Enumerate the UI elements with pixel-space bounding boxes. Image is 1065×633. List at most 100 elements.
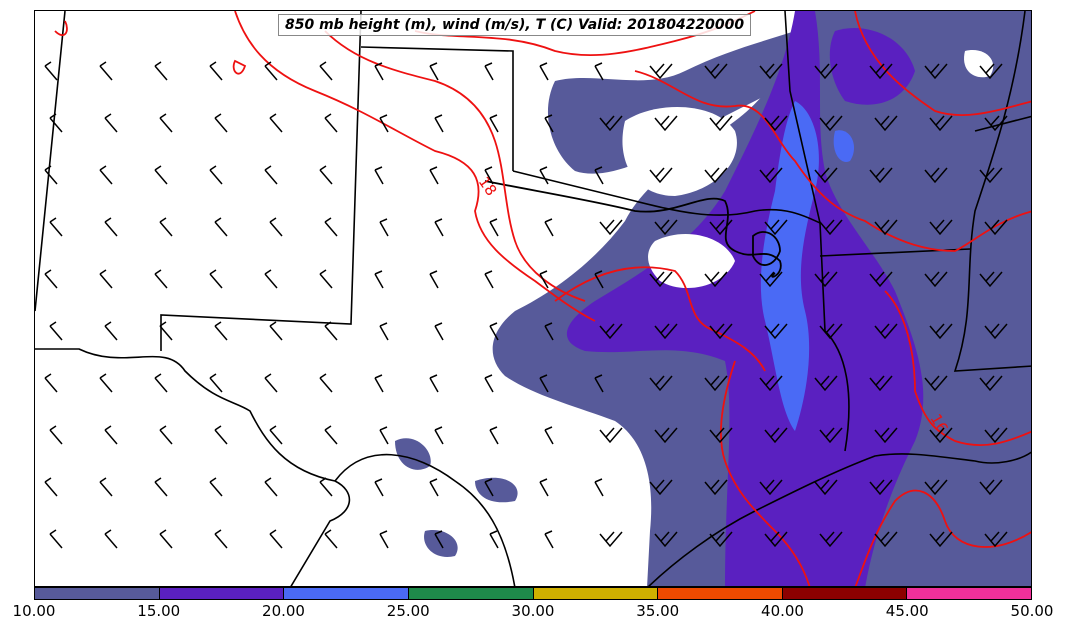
wind-barb <box>874 531 898 548</box>
border-ms-al <box>974 115 1031 132</box>
colorbar-tick-label: 20.00 <box>262 602 305 620</box>
shade-level-1-north <box>547 31 805 174</box>
colorbar-segment-0 <box>35 588 160 599</box>
wind-barb <box>544 530 554 549</box>
wind-barb <box>429 166 439 185</box>
colorbar-tick-label: 15.00 <box>137 602 181 620</box>
border-rio-grande <box>35 348 351 586</box>
wind-barb <box>489 530 499 549</box>
wind-barb <box>979 375 1003 392</box>
colorbar-tick-label: 10.00 <box>12 602 56 620</box>
wind-barb <box>99 269 113 289</box>
wind-barb <box>484 478 494 497</box>
wind-barb <box>924 479 948 496</box>
wind-barb <box>819 531 843 548</box>
wind-barb <box>324 217 338 237</box>
wind-barb <box>814 375 838 392</box>
wind-barb <box>874 427 898 444</box>
wind-barb <box>99 477 113 497</box>
shade-level-2-ne <box>829 27 915 105</box>
wind-barb <box>759 167 783 184</box>
wind-barb <box>544 426 554 445</box>
wind-barb <box>104 425 118 445</box>
wind-barb <box>319 373 333 393</box>
wind-barb <box>814 167 838 184</box>
wind-barb <box>819 219 843 236</box>
wind-barb <box>104 529 118 549</box>
wind-barb <box>654 531 678 548</box>
wind-barb <box>214 113 228 133</box>
wind-barb <box>819 323 843 340</box>
wind-barb <box>874 323 898 340</box>
colorbar <box>34 587 1032 600</box>
wind-barb <box>759 375 783 392</box>
wind-barb <box>484 62 494 81</box>
temp-contour-9 <box>854 489 1031 586</box>
colorbar-tick-label: 35.00 <box>636 602 680 620</box>
wind-barb <box>979 479 1003 496</box>
wind-barb <box>324 321 338 341</box>
wind-barb <box>104 113 118 133</box>
wind-barb <box>764 115 788 132</box>
wind-barb <box>209 61 223 81</box>
wind-barb <box>429 374 439 393</box>
wind-barb <box>214 529 228 549</box>
wind-barb <box>649 271 673 288</box>
wind-barb <box>49 425 63 445</box>
wind-barb <box>374 62 384 81</box>
wind-barb <box>99 61 113 81</box>
wind-barb <box>49 321 63 341</box>
wind-barb <box>154 477 168 497</box>
wind-barb <box>489 426 499 445</box>
wind-barb <box>154 373 168 393</box>
temp-contour-10 <box>54 20 68 36</box>
wind-barb <box>869 479 893 496</box>
colorbar-tick-label: 30.00 <box>511 602 555 620</box>
wind-barb <box>154 61 168 81</box>
wind-barb <box>319 61 333 81</box>
wind-barb <box>159 321 173 341</box>
wind-barb <box>44 61 58 81</box>
colorbar-tick-label: 50.00 <box>1010 602 1054 620</box>
wind-barb <box>929 531 953 548</box>
wind-barb <box>489 322 499 341</box>
wind-barb <box>379 114 389 133</box>
wind-barb <box>324 425 338 445</box>
colorbar-tick-label: 40.00 <box>761 602 804 620</box>
wind-barb <box>429 270 439 289</box>
wind-barb <box>104 217 118 237</box>
wind-barb <box>44 477 58 497</box>
wind-barb <box>264 373 278 393</box>
wind-barb <box>264 165 278 185</box>
wind-barb <box>869 375 893 392</box>
wind-barb <box>594 478 604 497</box>
wind-barb <box>214 425 228 445</box>
wind-barb <box>539 270 549 289</box>
temp-contour-4 <box>634 70 1031 252</box>
wind-barb <box>49 529 63 549</box>
wind-barb <box>979 271 1003 288</box>
wind-barb <box>984 427 1008 444</box>
wind-barb <box>269 113 283 133</box>
temp-contour-7 <box>719 360 811 586</box>
wind-barb <box>924 63 948 80</box>
weather-map: 18 16 <box>35 11 1031 586</box>
coast-gulf <box>647 451 1031 586</box>
wind-barb <box>209 477 223 497</box>
wind-barb <box>374 374 384 393</box>
wind-barb <box>379 218 389 237</box>
wind-barb <box>319 477 333 497</box>
shade-level-2 <box>566 11 924 586</box>
wind-barb <box>704 375 728 392</box>
wind-barb <box>429 62 439 81</box>
wind-barb <box>154 269 168 289</box>
wind-barb <box>869 63 893 80</box>
wind-barb <box>209 165 223 185</box>
wind-barb <box>979 167 1003 184</box>
wind-barb <box>269 217 283 237</box>
wind-barb <box>594 374 604 393</box>
wind-barb <box>979 63 1003 80</box>
wind-barb <box>924 271 948 288</box>
wind-barb <box>489 218 499 237</box>
border-panhandle <box>360 46 514 171</box>
